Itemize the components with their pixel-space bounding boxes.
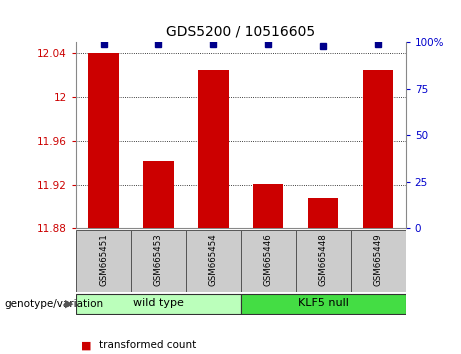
Text: GSM665454: GSM665454 xyxy=(209,233,218,286)
Title: GDS5200 / 10516605: GDS5200 / 10516605 xyxy=(166,24,315,39)
Text: wild type: wild type xyxy=(133,298,184,308)
Bar xyxy=(253,183,284,228)
Bar xyxy=(351,230,406,292)
Bar xyxy=(241,230,296,292)
Bar xyxy=(89,53,118,228)
Text: KLF5 null: KLF5 null xyxy=(298,298,349,308)
Bar xyxy=(308,198,338,228)
Text: transformed count: transformed count xyxy=(99,340,196,350)
Text: GSM665451: GSM665451 xyxy=(99,233,108,286)
Bar xyxy=(363,70,393,228)
Bar xyxy=(241,294,406,314)
Text: GSM665446: GSM665446 xyxy=(264,233,273,286)
Text: GSM665449: GSM665449 xyxy=(374,234,383,286)
Text: GSM665448: GSM665448 xyxy=(319,233,328,286)
Bar xyxy=(296,230,351,292)
Bar xyxy=(143,161,174,228)
Bar xyxy=(131,230,186,292)
Bar xyxy=(186,230,241,292)
Text: GSM665453: GSM665453 xyxy=(154,233,163,286)
Bar xyxy=(76,294,241,314)
Text: ■: ■ xyxy=(81,340,91,350)
Text: ▶: ▶ xyxy=(65,299,73,309)
Text: genotype/variation: genotype/variation xyxy=(5,299,104,309)
Bar xyxy=(198,70,229,228)
Bar xyxy=(76,230,131,292)
